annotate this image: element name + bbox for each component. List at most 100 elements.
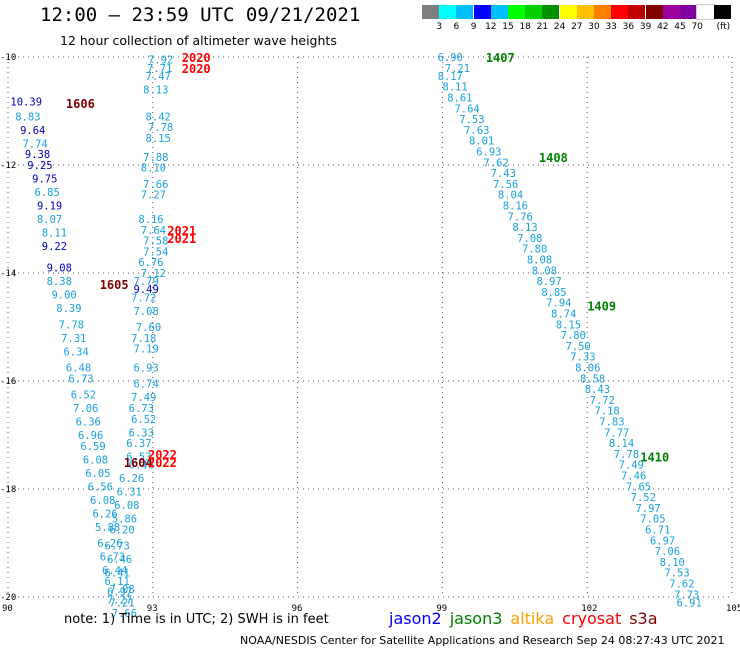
- wave-height-value: 8.13: [143, 84, 168, 96]
- wave-height-value: 6.08: [90, 495, 115, 507]
- wave-height-value: 7.06: [655, 546, 680, 558]
- wave-height-value: 6.85: [35, 187, 60, 199]
- wave-height-value: 6.33: [129, 427, 154, 439]
- scale-swatch: [439, 5, 457, 19]
- wave-height-value: 6.59: [80, 441, 105, 453]
- wave-height-value: 6.48: [66, 363, 91, 375]
- x-tick-label: 93: [147, 604, 158, 614]
- scale-label: 30: [588, 22, 600, 32]
- wave-height-value: 6.26: [92, 508, 117, 520]
- scale-label: 33: [605, 22, 617, 32]
- wave-height-value: 6.08: [83, 454, 108, 466]
- wave-height-value: 6.97: [107, 587, 132, 599]
- wave-height-value: 6.93: [476, 147, 501, 159]
- wave-height-value: 7.31: [61, 333, 86, 345]
- wave-height-value: 7.65: [626, 481, 651, 493]
- wave-height-value: 9.08: [47, 263, 72, 275]
- wave-height-value: 6.73: [68, 373, 93, 385]
- wave-height-value: 6.31: [117, 487, 142, 499]
- wave-height-value: 7.72: [590, 395, 615, 407]
- satellite-legend-altika: altika: [510, 609, 555, 628]
- wave-height-value: 8.38: [47, 276, 72, 288]
- x-tick-label: 96: [292, 604, 303, 614]
- wave-height-value: 7.63: [464, 125, 489, 137]
- satellite-legend: jason2 jason3 altika cryosat s3a: [389, 609, 666, 628]
- wave-height-value: 8.39: [56, 303, 81, 315]
- wave-height-value: 8.97: [537, 276, 562, 288]
- wave-height-value: 8.04: [498, 190, 523, 202]
- wave-height-value: 7.66: [112, 608, 137, 620]
- wave-height-value: 7.47: [146, 71, 171, 83]
- wave-height-value: 6.71: [645, 525, 670, 537]
- units-note: note: 1) Time is in UTC; 2) SWH is in fe…: [64, 612, 329, 627]
- wave-height-value: 9.22: [42, 241, 67, 253]
- wave-height-value: 6.73: [100, 552, 125, 564]
- scale-label: 12: [485, 22, 497, 32]
- scale-label: 6: [453, 22, 460, 32]
- scale-label: 15: [502, 22, 514, 32]
- wave-height-value: 6.41: [105, 568, 130, 580]
- wave-height-value: 8.15: [556, 319, 581, 331]
- wave-height-value: 8.15: [146, 133, 171, 145]
- wave-height-value: 6.34: [64, 346, 89, 358]
- wave-height-value: 8.16: [503, 201, 528, 213]
- wave-height-value: 7.53: [664, 568, 689, 580]
- x-tick-label: 99: [436, 604, 447, 614]
- wave-height-value: 9.38: [25, 149, 50, 161]
- wave-height-value: 6.91: [676, 597, 701, 609]
- wave-height-value: 5.88: [95, 522, 120, 534]
- wave-height-value: 7.49: [131, 392, 156, 404]
- scale-swatch: [559, 5, 577, 19]
- wave-height-value: 7.43: [491, 168, 516, 180]
- chart-title: 12:00 – 23:59 UTC 09/21/2021: [40, 4, 361, 26]
- scale-label: 18: [519, 22, 531, 32]
- wave-height-value: 8.07: [37, 214, 62, 226]
- wave-height-value: 7.08: [517, 233, 542, 245]
- wave-height-value: 7.50: [565, 341, 590, 353]
- track-pass-label: 1408: [539, 151, 568, 165]
- track-pass-label: 1605: [100, 278, 129, 292]
- wave-height-value: 8.42: [146, 111, 171, 123]
- wave-height-value: 7.78: [614, 449, 639, 461]
- x-tick-label: 102: [581, 604, 597, 614]
- wave-height-value: 8.58: [580, 373, 605, 385]
- wave-height-value: 8.43: [585, 384, 610, 396]
- wave-height-value: 8.74: [551, 309, 576, 321]
- y-tick-label: -18: [0, 485, 16, 495]
- wave-height-value: 7.72: [131, 292, 156, 304]
- wave-height-value: 7.56: [493, 179, 518, 191]
- scale-label: 9: [470, 22, 477, 32]
- wave-height-value: 7.80: [561, 330, 586, 342]
- wave-height-value: 7.27: [107, 595, 132, 607]
- scale-swatch: [611, 5, 629, 19]
- satellite-legend-jason2: jason2: [389, 609, 442, 628]
- satellite-legend-s3a: s3a: [629, 609, 658, 628]
- wave-height-value: 6.74: [133, 379, 158, 391]
- wave-height-value: 6.08: [114, 500, 139, 512]
- wave-height-value: 6.97: [650, 535, 675, 547]
- wave-height-value: 7.78: [59, 319, 84, 331]
- wave-height-value: 8.16: [138, 214, 163, 226]
- scale-label: 39: [639, 22, 652, 32]
- wave-height-value: 7.05: [640, 514, 665, 526]
- scale-swatch: [628, 5, 646, 19]
- wave-height-value: 8.01: [469, 136, 494, 148]
- wave-height-value: 7.27: [141, 190, 166, 202]
- wave-height-value: 6.76: [138, 257, 163, 269]
- wave-height-value: 7.08: [133, 306, 158, 318]
- wave-height-value: 7.97: [635, 503, 660, 515]
- wave-height-value: 6.90: [438, 52, 463, 64]
- scale-swatch: [508, 5, 525, 19]
- wave-height-value: 7.92: [148, 55, 173, 67]
- wave-height-value: 7.79: [133, 276, 158, 288]
- scale-swatch: [490, 5, 508, 19]
- wave-height-value: 7.60: [136, 322, 161, 334]
- wave-height-value: 6.46: [129, 460, 154, 472]
- wave-height-value: 8.85: [541, 287, 566, 299]
- wave-height-value: 8.14: [609, 438, 634, 450]
- wave-height-value: 7.83: [599, 417, 624, 429]
- scale-swatch: [680, 5, 697, 19]
- scale-unit: (ft): [716, 22, 731, 32]
- wave-height-value: 8.13: [512, 222, 537, 234]
- wave-height-value: 7.80: [522, 244, 547, 256]
